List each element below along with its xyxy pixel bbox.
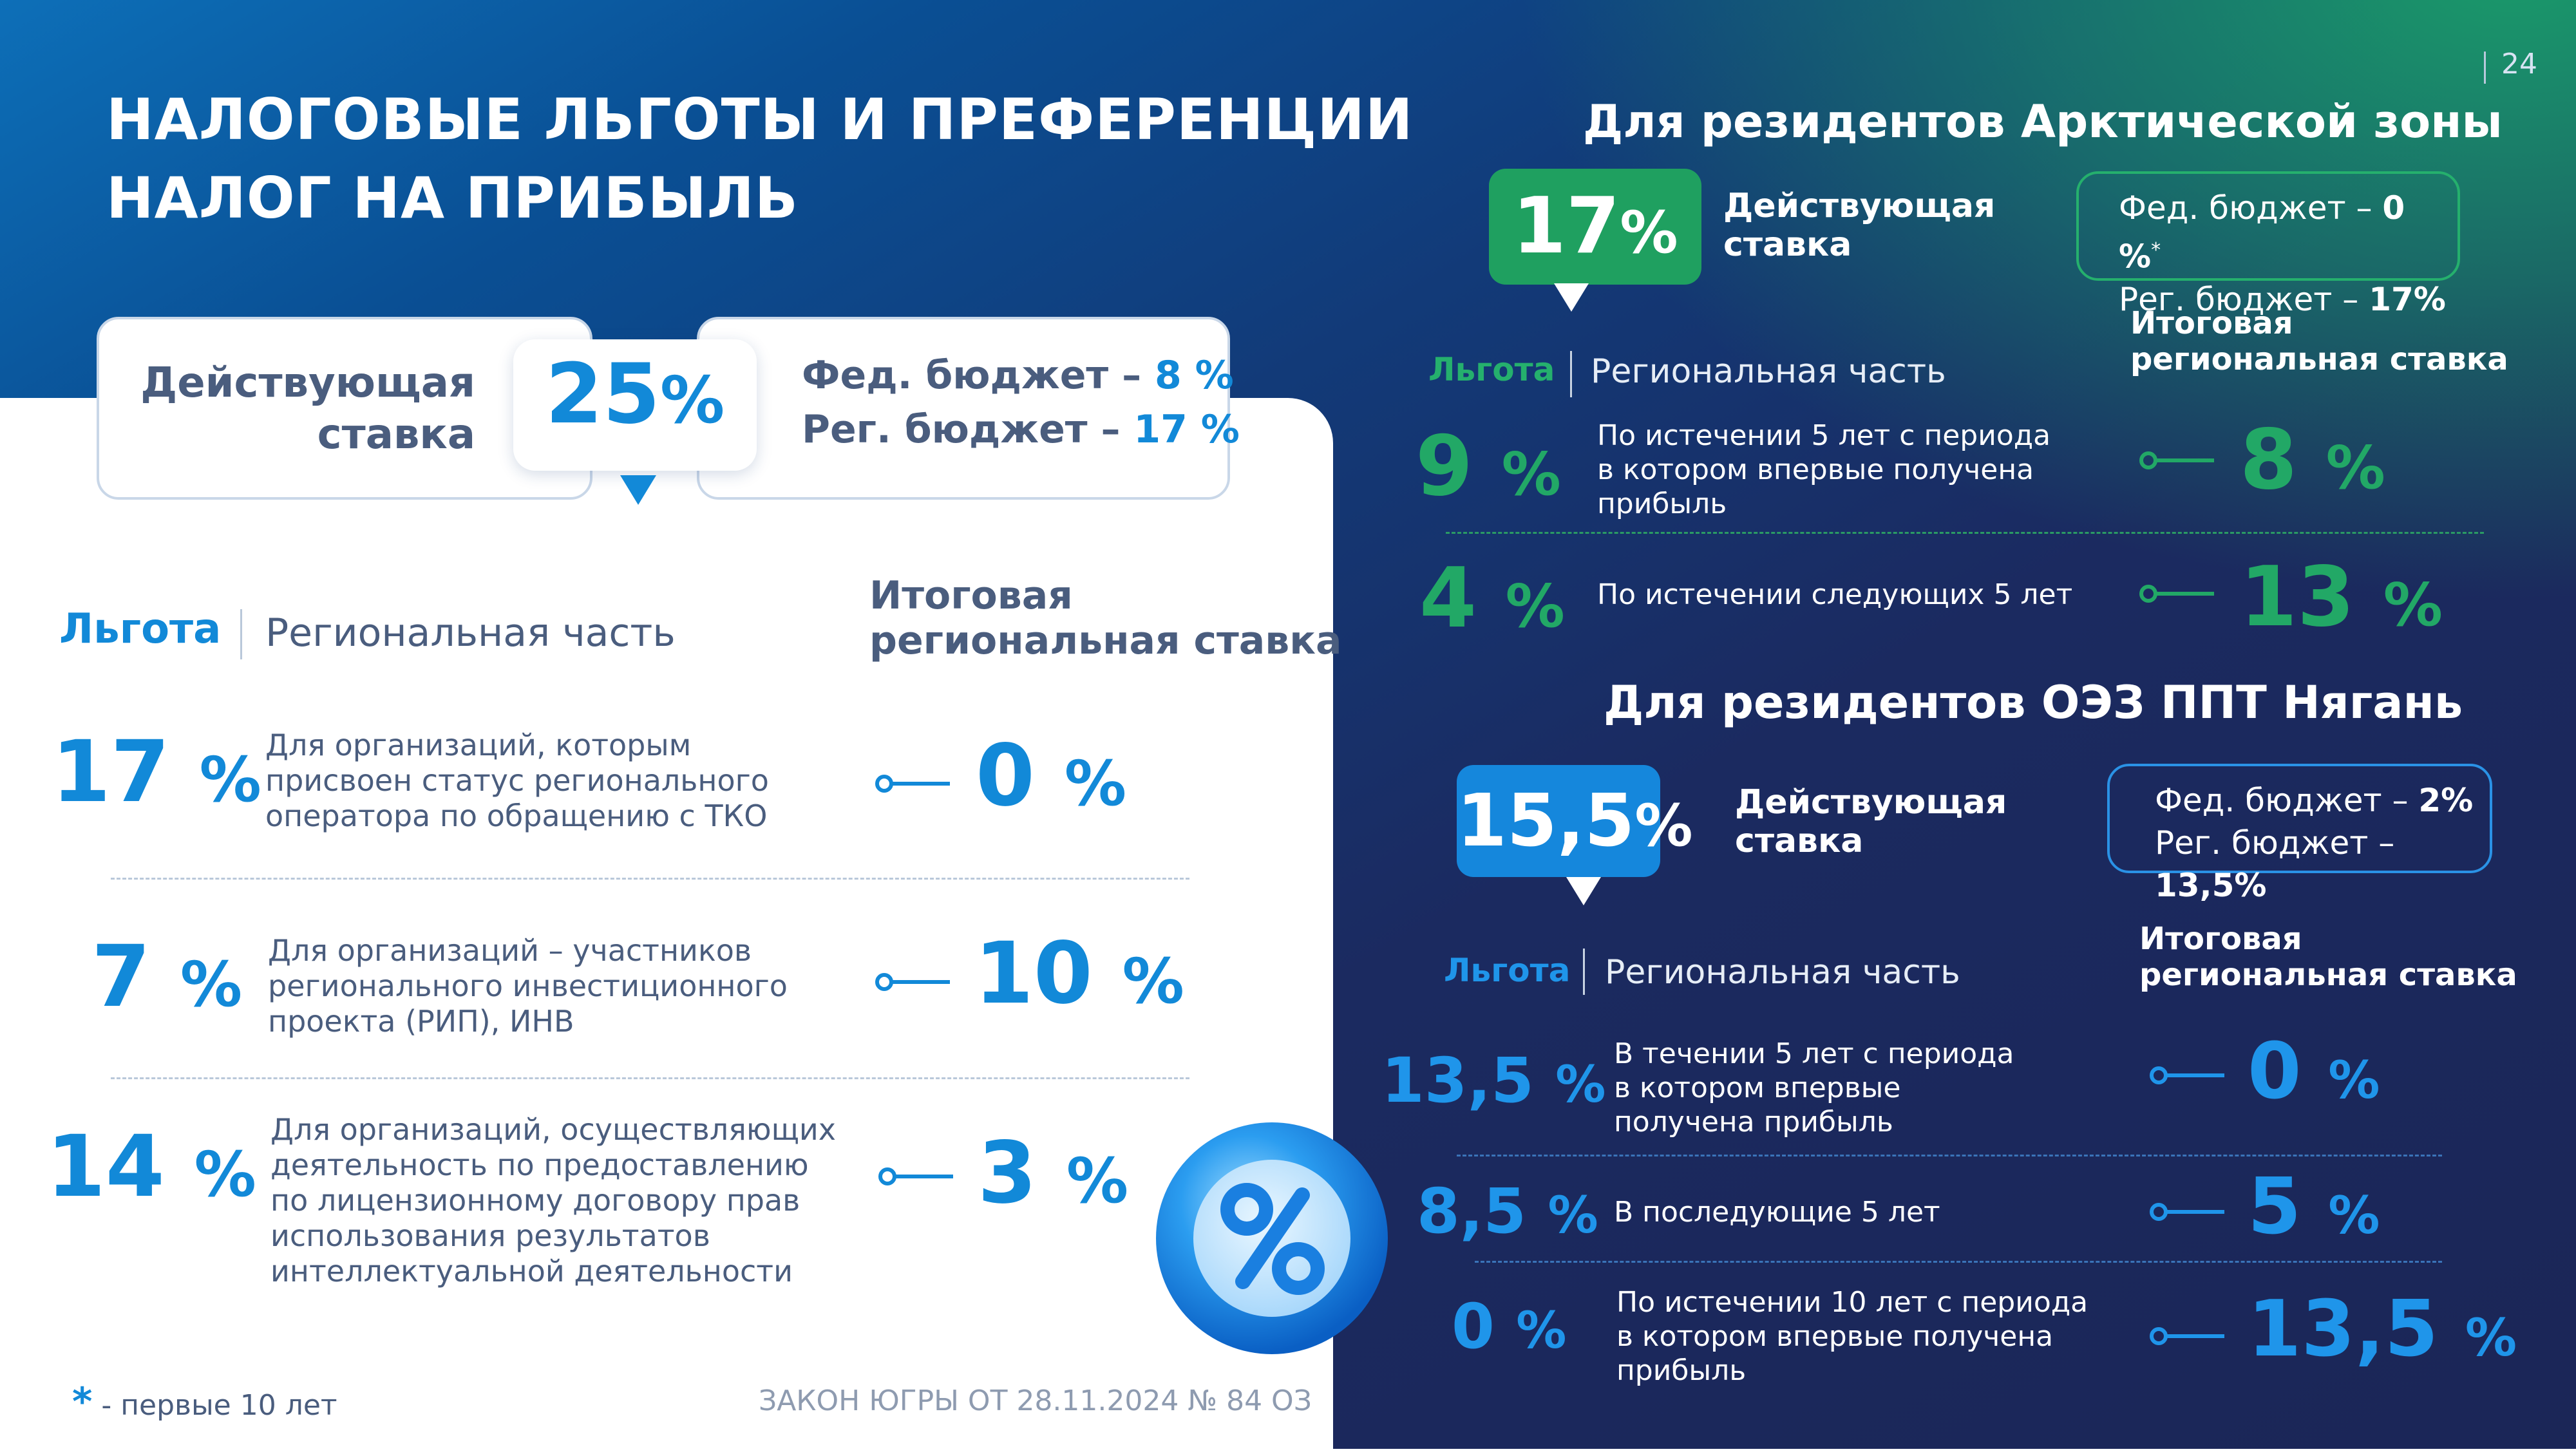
nyagan-header-total: Итоговая региональная ставка [2139,921,2517,993]
page-title: НАЛОГОВЫЕ ЛЬГОТЫ И ПРЕФЕРЕНЦИИ НАЛОГ НА … [106,80,1414,238]
nyagan-row-3-desc: По истечении 10 лет с периода в котором в… [1616,1286,2088,1387]
page-number: 24 [2501,48,2537,80]
nyagan-header-regional: Региональная часть [1605,953,1960,992]
nyagan-current-label: Действующая ставка [1735,783,2007,860]
percent-badge-icon [1156,1122,1388,1354]
arrow-connector-icon [875,775,950,793]
row-divider [111,878,1189,880]
left-panel [0,398,1333,1454]
header-separator [1570,351,1572,397]
arrow-connector-icon [2139,451,2214,469]
header-regional: Региональная часть [265,610,676,656]
left-row-3-total: 3 % [978,1124,1129,1223]
arctic-header-total: Итоговая региональная ставка [2130,305,2508,377]
arctic-row-2-desc: По истечении следующих 5 лет [1597,578,2073,611]
arctic-budget-split: Фед. бюджет – 0 %* Рег. бюджет – 17% [2076,171,2460,318]
footnote: * - первые 10 лет [72,1379,337,1424]
nyagan-row-3-benefit: 0 % [1452,1290,1567,1363]
arctic-row-1-benefit: 9 % [1416,419,1561,515]
nyagan-row-2-benefit: 8,5 % [1417,1175,1598,1247]
arctic-heading: Для резидентов Арктической зоны [1583,95,2503,148]
header-total: Итоговая региональная ставка [869,573,1342,663]
header-separator [1583,949,1585,995]
budget-split-text: Фед. бюджет – 8 % Рег. бюджет – 17 % [802,353,1240,452]
arctic-row-1-total: 8 % [2240,412,2385,508]
current-rate-value-card [513,339,757,471]
current-rate-label: Действующая ставка [140,359,475,458]
current-rate-label-card [97,317,592,500]
arrow-connector-icon [2139,585,2214,603]
row-divider [1475,1261,2442,1263]
arctic-row-2-total: 13 % [2240,549,2443,645]
left-row-2-desc: Для организаций – участников региональног… [268,933,788,1039]
law-reference: ЗАКОН ЮГРЫ ОТ 28.11.2024 № 84 ОЗ [759,1384,1312,1417]
arctic-current-rate: 17% [1489,169,1701,285]
arrow-connector-icon [2150,1327,2224,1345]
nyagan-row-2-total: 5 % [2248,1162,2380,1252]
nyagan-row-1-total: 0 % [2248,1027,2380,1117]
left-row-2-total: 10 % [974,924,1184,1023]
arctic-row-2-benefit: 4 % [1419,551,1565,647]
title-line-1: НАЛОГОВЫЕ ЛЬГОТЫ И ПРЕФЕРЕНЦИИ [106,86,1414,153]
title-line-2: НАЛОГ НА ПРИБЫЛЬ [106,165,799,231]
left-row-2-benefit: 7 % [91,927,243,1026]
arrow-connector-icon [875,973,950,991]
left-row-1-total: 0 % [976,726,1127,826]
arctic-row-1-desc: По истечении 5 лет с периода в котором вп… [1597,419,2051,520]
nyagan-current-rate: 15,5% [1457,765,1693,877]
row-divider [1457,1155,2442,1157]
left-row-3-benefit: 14 % [46,1117,256,1216]
arctic-header-regional: Региональная часть [1591,352,1946,391]
header-separator [240,609,242,659]
row-divider [1446,532,2484,534]
pointer-down-icon [1554,283,1589,312]
budget-split-card [697,317,1230,500]
left-row-1-desc: Для организаций, которым присвоен статус … [265,728,769,833]
left-row-3-desc: Для организаций, осуществляющих деятельно… [270,1112,837,1289]
arctic-current-label: Действующая ставка [1723,187,1996,264]
nyagan-budget-split: Фед. бюджет – 2% Рег. бюджет – 13,5% [2107,764,2492,904]
nyagan-heading: Для резидентов ОЭЗ ППТ Нягань [1604,676,2463,729]
page-divider [2484,52,2486,84]
nyagan-header-benefit: Льгота [1444,952,1571,989]
arrow-connector-icon [2150,1066,2224,1084]
nyagan-row-1-benefit: 13,5 % [1381,1044,1606,1117]
arctic-header-benefit: Льгота [1428,351,1555,388]
pointer-down-icon [1566,877,1601,905]
nyagan-row-2-desc: В последующие 5 лет [1614,1196,1940,1229]
arrow-connector-icon [2150,1203,2224,1221]
left-row-1-benefit: 17 % [52,722,261,822]
nyagan-row-3-total: 13,5 % [2248,1285,2517,1374]
nyagan-row-1-desc: В течении 5 лет с периода в котором вперв… [1614,1037,2014,1138]
header-benefit: Льгота [59,605,222,653]
pointer-down-icon [620,475,656,505]
current-rate-value: 25% [545,346,725,442]
arrow-connector-icon [878,1167,953,1185]
row-divider [111,1077,1189,1079]
